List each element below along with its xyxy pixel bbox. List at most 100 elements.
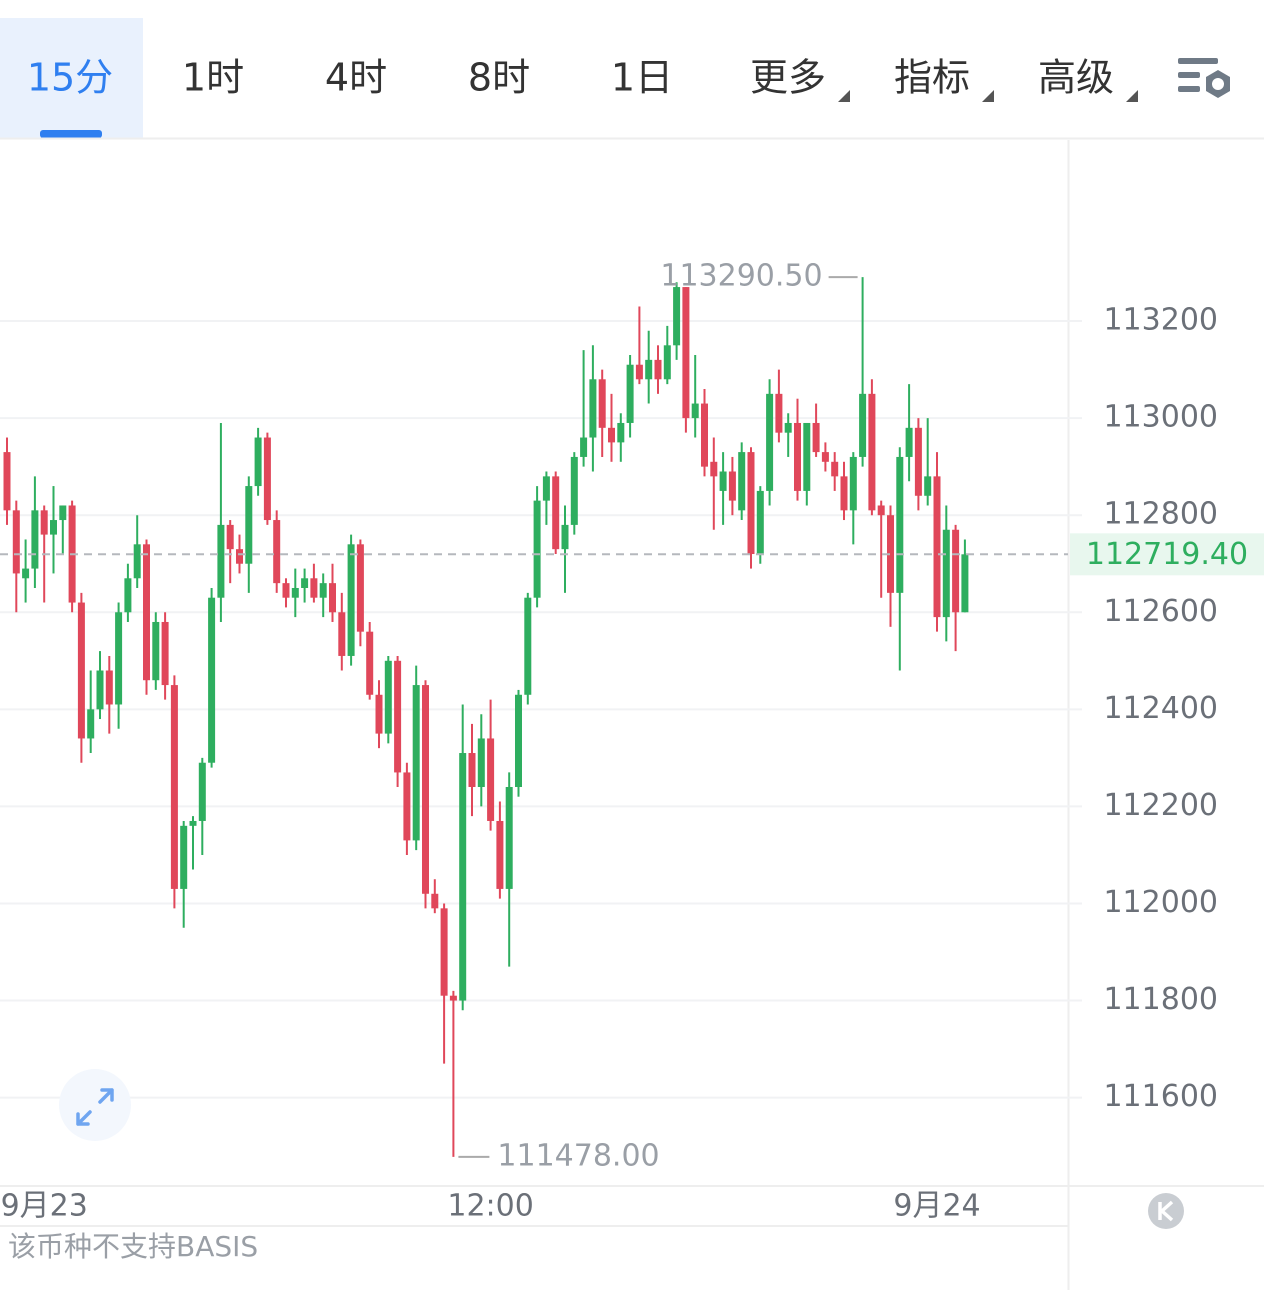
candle <box>608 393 615 462</box>
candle <box>887 505 894 627</box>
candle <box>180 820 188 928</box>
candle-body <box>59 505 67 521</box>
candle <box>152 612 160 690</box>
candle-body <box>719 471 727 491</box>
candle-body <box>282 583 290 598</box>
y-tick-label: 112800 <box>1103 497 1218 532</box>
candle <box>589 345 597 472</box>
candle <box>570 452 578 535</box>
candle-body <box>942 529 950 618</box>
candle-body <box>868 393 876 511</box>
candle-body <box>236 549 243 564</box>
candle-body <box>505 786 513 889</box>
tab[interactable]: 15分 <box>0 18 143 138</box>
candle-body <box>859 393 867 457</box>
candle-body <box>180 825 188 889</box>
tab-label: 更多 <box>750 56 826 100</box>
candle <box>208 587 216 768</box>
candle <box>366 621 374 700</box>
candle <box>775 369 783 443</box>
candle <box>12 500 20 613</box>
candle <box>487 699 495 831</box>
candle-body <box>170 685 178 889</box>
candle-body <box>496 820 504 889</box>
tab[interactable]: 4时 <box>325 56 387 100</box>
tab[interactable]: 8时 <box>468 56 530 100</box>
candle <box>384 655 392 744</box>
candle <box>422 680 429 909</box>
candle <box>50 486 57 574</box>
candle <box>77 592 85 763</box>
candle-body <box>794 422 801 491</box>
y-tick-label: 113000 <box>1103 400 1218 435</box>
candle-body <box>756 490 764 555</box>
candle <box>254 427 262 496</box>
candle-body <box>263 437 271 521</box>
candle <box>412 665 420 851</box>
candle-body <box>394 660 402 773</box>
candle-body <box>384 660 392 734</box>
y-tick-label: 112000 <box>1103 885 1218 920</box>
candle-body <box>412 685 420 841</box>
candle-body <box>152 621 160 681</box>
candle <box>626 355 634 438</box>
candle <box>617 413 625 462</box>
candle-body <box>896 456 904 593</box>
grid: 111600 111800 112000 112200 112400 112600 1128… <box>0 303 1218 1224</box>
candle <box>375 680 383 749</box>
tab[interactable]: 1时 <box>182 56 244 100</box>
k-button[interactable] <box>1148 1193 1184 1229</box>
candle-body <box>440 908 448 996</box>
tab-selected-bg <box>0 18 143 138</box>
high-label: 113290.50 <box>660 259 822 294</box>
tab[interactable]: 高级 <box>1038 56 1138 103</box>
candle-body <box>515 694 522 787</box>
candle-body <box>617 422 625 443</box>
candle-body <box>673 287 681 346</box>
candle-body <box>580 437 588 457</box>
x-tick-label: 9月24 <box>893 1189 980 1224</box>
candle <box>738 442 746 521</box>
tab-label: 8时 <box>468 56 530 100</box>
last-price-tag <box>1070 533 1264 576</box>
tab-label: 15分 <box>27 56 113 100</box>
tab[interactable]: 指标 <box>894 56 994 103</box>
icon-bar <box>1178 86 1200 92</box>
expand-button[interactable] <box>59 1069 131 1141</box>
expand-bg <box>59 1069 131 1141</box>
candle <box>124 563 132 622</box>
candle-body <box>626 364 634 423</box>
candle <box>812 403 820 457</box>
candle <box>170 675 178 909</box>
candle <box>635 306 643 385</box>
candle-body <box>115 612 123 705</box>
candle-body <box>691 403 699 419</box>
y-tick-label: 112200 <box>1103 788 1218 823</box>
y-tick-label: 112600 <box>1103 594 1218 629</box>
candle <box>449 990 457 1157</box>
candle <box>96 651 104 720</box>
candle <box>477 714 485 807</box>
candle-body <box>775 393 783 433</box>
candle-body <box>12 510 20 574</box>
candle-body <box>635 364 643 380</box>
candle <box>347 534 355 666</box>
candle-body <box>217 524 225 598</box>
candle-body <box>133 544 141 579</box>
candle <box>766 379 774 506</box>
candle-body <box>87 709 95 739</box>
tab[interactable]: 1日 <box>611 56 673 100</box>
settings-icon[interactable] <box>1178 58 1230 98</box>
candle <box>794 398 801 501</box>
candle <box>524 592 532 705</box>
candle <box>831 452 839 491</box>
candle-body <box>105 670 113 705</box>
candle <box>291 568 299 618</box>
candle <box>728 456 736 516</box>
tab[interactable]: 更多 <box>750 56 850 103</box>
candle <box>905 384 913 482</box>
candle-body <box>682 287 690 419</box>
candle-body <box>542 476 550 501</box>
